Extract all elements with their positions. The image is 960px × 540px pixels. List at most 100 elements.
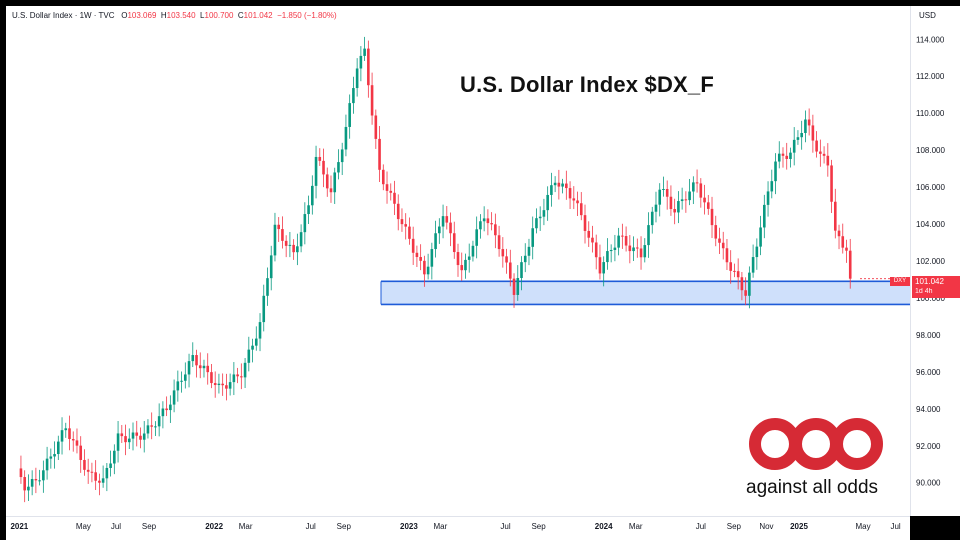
candle-body[interactable]	[146, 425, 150, 434]
candle-body[interactable]	[266, 278, 269, 296]
candle-body[interactable]	[688, 191, 691, 201]
candle-body[interactable]	[789, 152, 792, 159]
candle-body[interactable]	[568, 188, 572, 199]
candle-body[interactable]	[34, 479, 38, 481]
candle-body[interactable]	[64, 428, 68, 431]
candle-body[interactable]	[352, 88, 355, 104]
candle-body[interactable]	[176, 381, 180, 391]
candle-body[interactable]	[706, 202, 710, 209]
candle-body[interactable]	[408, 226, 411, 239]
candle-body[interactable]	[426, 266, 430, 275]
candle-body[interactable]	[303, 214, 307, 233]
candle-body[interactable]	[516, 278, 520, 295]
candle-body[interactable]	[251, 345, 254, 350]
candle-body[interactable]	[561, 183, 564, 187]
candle-body[interactable]	[161, 408, 165, 417]
candle-body[interactable]	[243, 362, 247, 378]
candle-body[interactable]	[311, 185, 314, 206]
candle-body[interactable]	[441, 216, 445, 227]
candle-body[interactable]	[538, 216, 542, 219]
candle-body[interactable]	[213, 383, 217, 386]
candle-body[interactable]	[763, 204, 766, 228]
candle-body[interactable]	[124, 436, 127, 443]
candle-body[interactable]	[583, 215, 587, 231]
candle-body[interactable]	[247, 349, 251, 363]
candle-body[interactable]	[299, 232, 303, 247]
candle-body[interactable]	[56, 441, 60, 455]
candle-body[interactable]	[785, 155, 789, 159]
candle-body[interactable]	[195, 355, 198, 366]
candle-body[interactable]	[460, 265, 464, 271]
candle-body[interactable]	[774, 161, 777, 182]
candle-body[interactable]	[777, 153, 781, 162]
candle-body[interactable]	[628, 245, 632, 252]
candle-body[interactable]	[613, 247, 617, 250]
candle-body[interactable]	[632, 247, 635, 252]
candle-body[interactable]	[692, 182, 695, 192]
candle-body[interactable]	[546, 194, 549, 211]
candle-body[interactable]	[501, 249, 505, 257]
candle-body[interactable]	[822, 153, 826, 156]
candle-body[interactable]	[505, 256, 508, 263]
candle-body[interactable]	[602, 262, 605, 274]
candle-body[interactable]	[374, 115, 378, 139]
candle-body[interactable]	[811, 125, 815, 141]
candle-body[interactable]	[83, 459, 86, 470]
candle-body[interactable]	[497, 235, 501, 250]
candle-body[interactable]	[520, 262, 523, 279]
candle-body[interactable]	[523, 255, 527, 263]
candle-body[interactable]	[236, 374, 239, 377]
candle-body[interactable]	[404, 224, 408, 227]
candle-body[interactable]	[471, 245, 475, 257]
candle-body[interactable]	[669, 196, 673, 210]
candle-body[interactable]	[292, 244, 295, 253]
candle-body[interactable]	[318, 156, 322, 161]
candle-body[interactable]	[699, 183, 703, 198]
candle-body[interactable]	[609, 249, 613, 252]
candle-body[interactable]	[598, 257, 602, 274]
candle-body[interactable]	[325, 174, 329, 189]
candle-body[interactable]	[744, 290, 747, 296]
candle-body[interactable]	[486, 218, 490, 224]
candle-body[interactable]	[135, 432, 139, 436]
candle-body[interactable]	[269, 255, 273, 279]
candle-body[interactable]	[449, 222, 452, 234]
candle-body[interactable]	[550, 185, 553, 195]
candle-body[interactable]	[482, 218, 486, 222]
candle-body[interactable]	[75, 440, 79, 446]
candle-body[interactable]	[579, 203, 583, 216]
candle-body[interactable]	[370, 85, 374, 116]
candle-body[interactable]	[565, 183, 568, 189]
candle-body[interactable]	[180, 380, 183, 382]
candle-body[interactable]	[512, 278, 516, 295]
candle-body[interactable]	[38, 480, 41, 482]
candle-body[interactable]	[650, 211, 654, 226]
candle-body[interactable]	[157, 416, 161, 427]
candle-body[interactable]	[329, 188, 333, 193]
candle-body[interactable]	[658, 189, 662, 205]
candle-body[interactable]	[337, 162, 340, 173]
candle-body[interactable]	[381, 169, 385, 185]
candle-body[interactable]	[636, 247, 639, 249]
candle-body[interactable]	[781, 153, 785, 156]
candle-body[interactable]	[830, 165, 833, 202]
candle-body[interactable]	[322, 160, 325, 175]
candle-body[interactable]	[748, 272, 751, 296]
candle-body[interactable]	[710, 208, 714, 226]
candle-body[interactable]	[94, 472, 97, 481]
candle-body[interactable]	[456, 252, 460, 266]
candle-body[interactable]	[385, 184, 389, 191]
candle-body[interactable]	[479, 221, 482, 230]
candle-body[interactable]	[296, 246, 299, 253]
candle-body[interactable]	[792, 139, 796, 153]
candle-body[interactable]	[703, 197, 706, 203]
candle-body[interactable]	[273, 224, 277, 256]
candle-body[interactable]	[804, 119, 807, 133]
candle-body[interactable]	[677, 201, 680, 213]
candle-body[interactable]	[438, 226, 441, 234]
candle-body[interactable]	[639, 248, 643, 258]
candle-body[interactable]	[591, 237, 594, 243]
candle-body[interactable]	[684, 199, 688, 201]
candle-body[interactable]	[277, 224, 280, 230]
candle-body[interactable]	[101, 478, 105, 483]
